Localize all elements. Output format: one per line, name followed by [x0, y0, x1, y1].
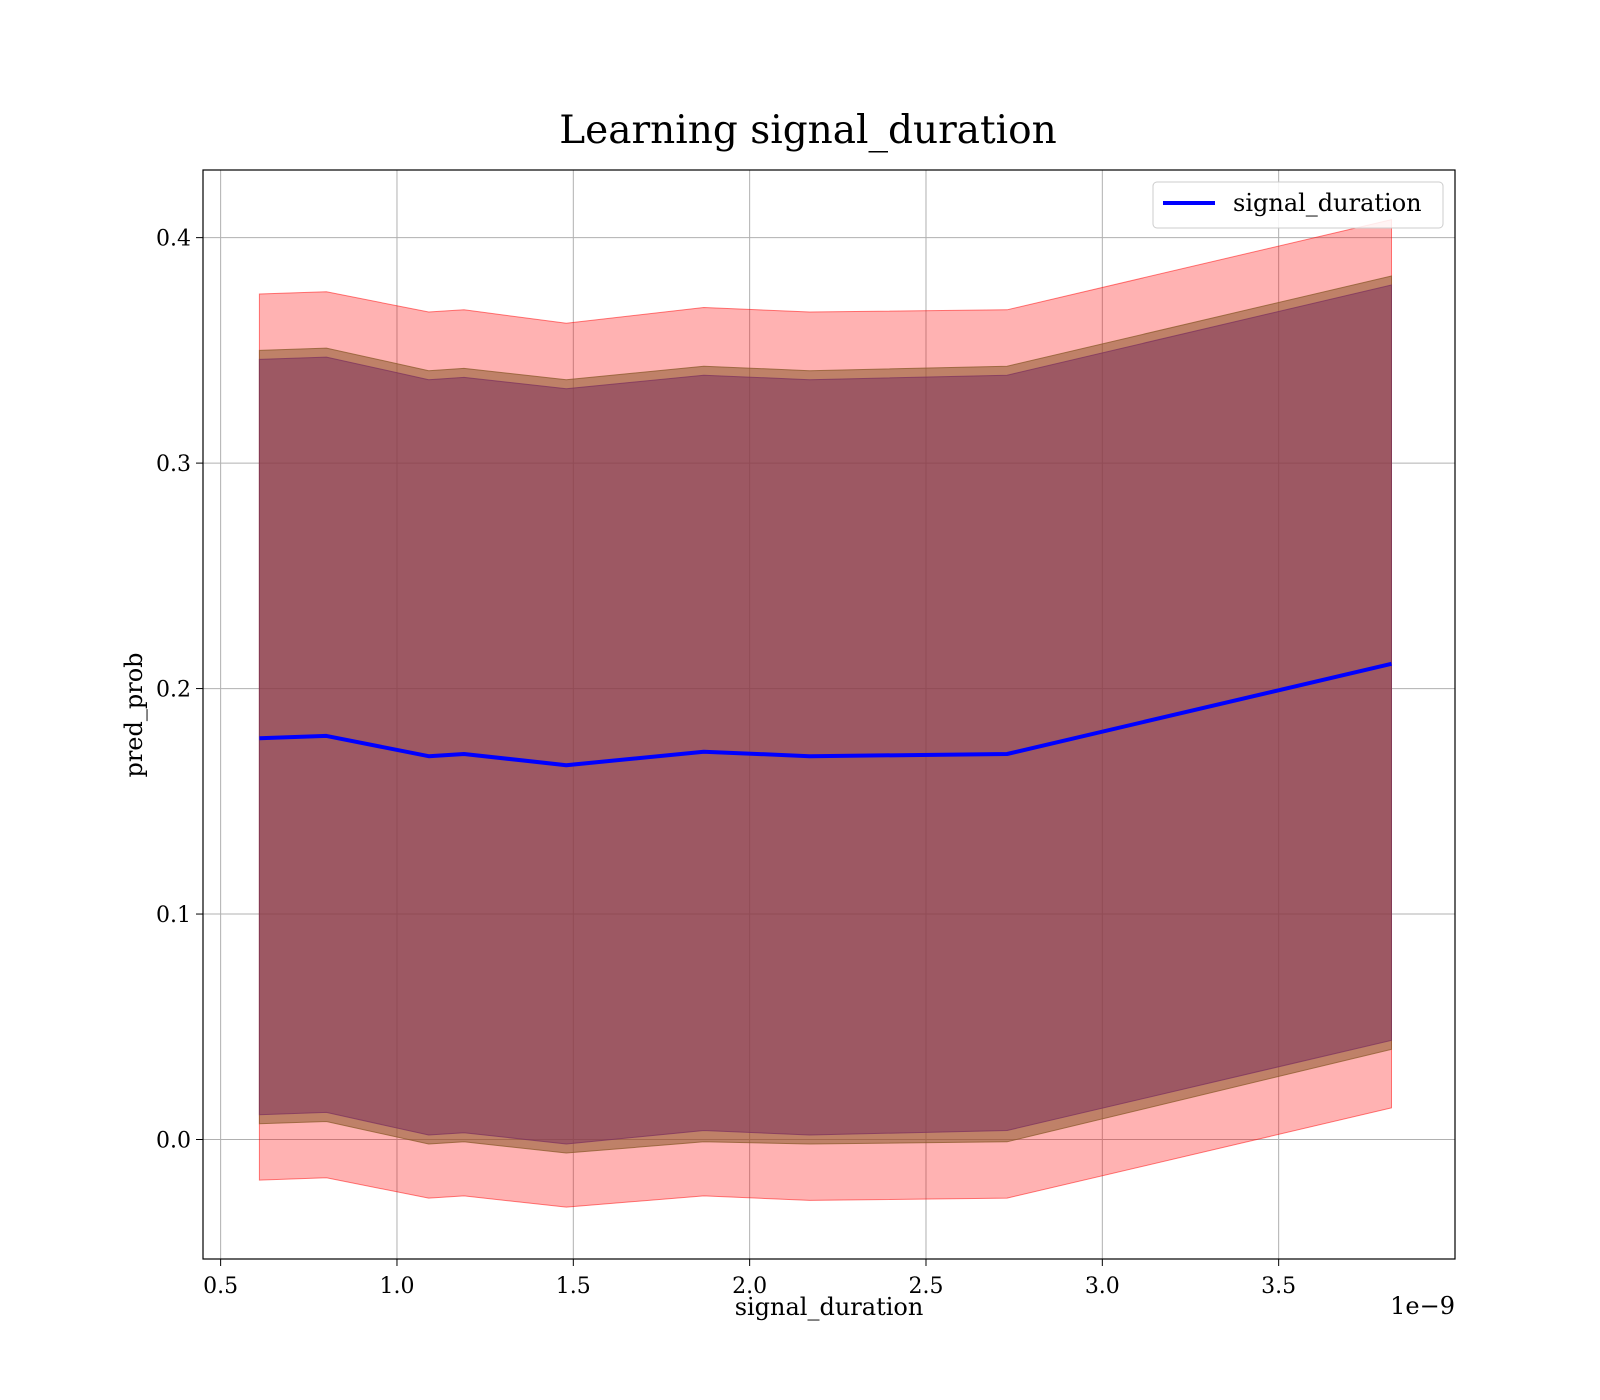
- x-tick-label: 3.0: [1085, 1274, 1120, 1299]
- x-tick-label: 1.0: [379, 1274, 414, 1299]
- legend-label: signal_duration: [1233, 189, 1422, 217]
- y-ticks: 0.0 0.1 0.2 0.3 0.4: [156, 227, 203, 1154]
- x-offset-label: 1e−9: [1390, 1292, 1455, 1320]
- legend-box: [1152, 181, 1444, 229]
- plot-frame: [202, 169, 1456, 1260]
- chart-title: Learning signal_duration: [559, 108, 1056, 153]
- x-tick-label: 3.5: [1261, 1274, 1296, 1299]
- series-lines: [259, 661, 1392, 768]
- x-tick-label: 1.5: [556, 1274, 591, 1299]
- series-line: [259, 661, 1392, 768]
- y-tick-label: 0.2: [156, 678, 191, 703]
- confidence-band: [258, 284, 1392, 1145]
- x-tick-label: 0.5: [203, 1274, 238, 1299]
- y-axis-label: pred_prob: [120, 652, 148, 777]
- y-tick-label: 0.3: [156, 452, 191, 477]
- x-tick-label: 2.5: [908, 1274, 943, 1299]
- x-ticks: 0.5 1.0 1.5 2.0 2.5 3.0 3.5: [203, 1259, 1296, 1299]
- y-tick-label: 0.4: [156, 227, 191, 252]
- legend: signal_duration: [1152, 181, 1444, 229]
- x-axis-label: signal_duration: [735, 1293, 924, 1321]
- x-tick-label: 2.0: [732, 1274, 767, 1299]
- bands: [258, 218, 1392, 1208]
- y-tick-label: 0.1: [156, 903, 191, 928]
- y-tick-label: 0.0: [156, 1129, 191, 1154]
